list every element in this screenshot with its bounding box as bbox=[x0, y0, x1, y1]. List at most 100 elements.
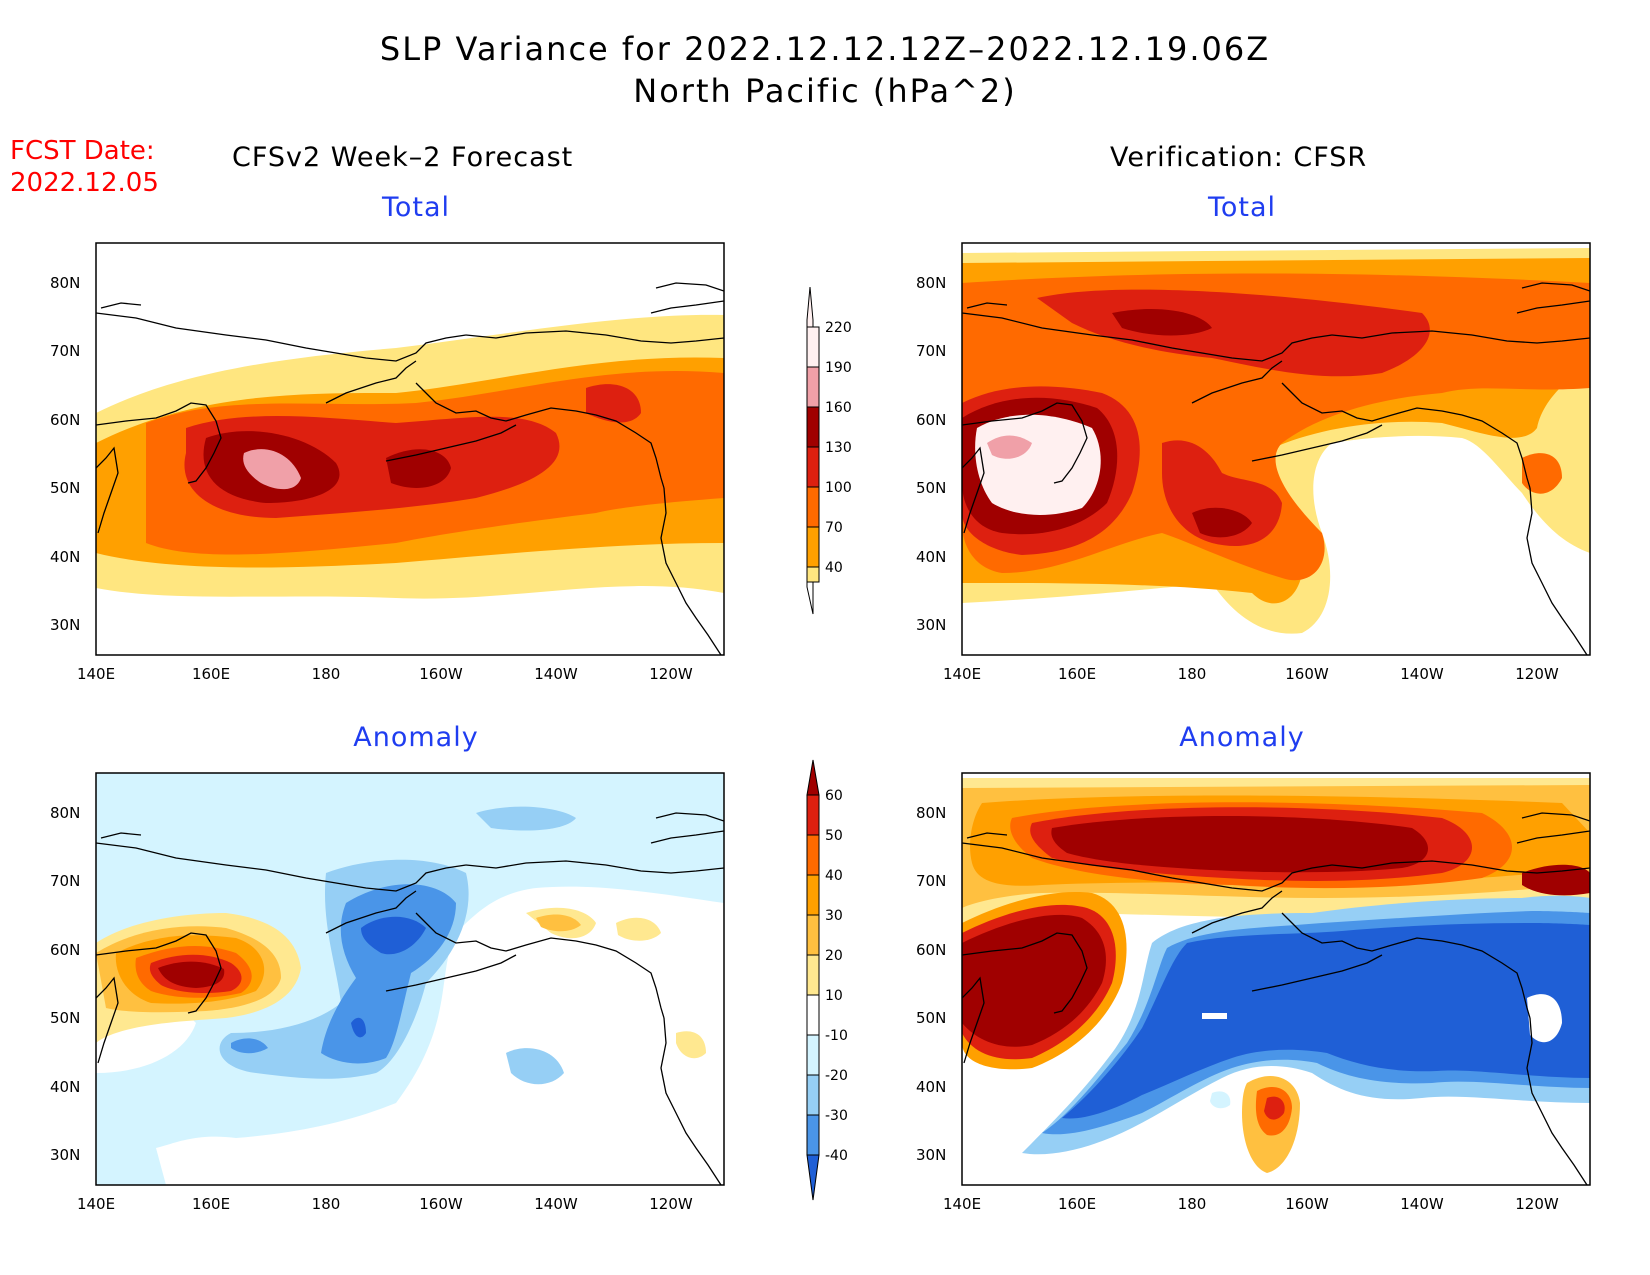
total-colorbar-label: 160 bbox=[825, 400, 852, 416]
lon-label: 140W bbox=[1400, 665, 1444, 683]
forecast-column-title: CFSv2 Week–2 Forecast bbox=[232, 142, 574, 173]
anomaly-colorbar-label: 60 bbox=[825, 788, 843, 804]
lat-label: 60N bbox=[50, 941, 80, 959]
bottom-left-panel-label: Anomaly bbox=[353, 722, 479, 753]
lat-label: 80N bbox=[916, 274, 946, 292]
lon-label: 140W bbox=[534, 1195, 578, 1213]
lat-label: 80N bbox=[916, 804, 946, 822]
anomaly-colorbar-labels: 60 50 40 30 20 10 -10 -20 -30 -40 bbox=[825, 788, 848, 1164]
lat-label: 50N bbox=[50, 1009, 80, 1027]
lat-label: 40N bbox=[916, 1078, 946, 1096]
anomaly-swatch bbox=[806, 1074, 820, 1116]
figure-title-line2: North Pacific (hPa^2) bbox=[633, 72, 1017, 110]
lon-label: 140W bbox=[534, 665, 578, 683]
anomaly-colorbar-swatches bbox=[806, 759, 820, 1201]
lat-label: 30N bbox=[916, 616, 946, 634]
lon-label: 140E bbox=[943, 1195, 981, 1213]
lat-label: 40N bbox=[50, 548, 80, 566]
lon-label: 160W bbox=[419, 665, 463, 683]
forecast-anomaly-lon-axis: 140E 160E 180 160W 140W 120W bbox=[77, 1195, 693, 1213]
verification-anomaly-lat-axis: 80N 70N 60N 50N 40N 30N bbox=[916, 804, 946, 1164]
lon-label: 120W bbox=[1515, 1195, 1559, 1213]
anomaly-swatch bbox=[806, 794, 820, 836]
total-swatch-upper bbox=[806, 326, 820, 368]
total-colorbar-label: 220 bbox=[825, 320, 852, 336]
lon-label: 140W bbox=[1400, 1195, 1444, 1213]
lon-label: 120W bbox=[649, 665, 693, 683]
forecast-total-lat-axis: 80N 70N 60N 50N 40N 30N bbox=[50, 274, 80, 634]
verification-total-map: 80N 70N 60N 50N 40N 30N 140E 160E 180 16… bbox=[916, 242, 1591, 683]
anomaly-swatch bbox=[806, 834, 820, 876]
total-swatch bbox=[806, 566, 820, 583]
lon-label: 120W bbox=[1515, 665, 1559, 683]
lon-label: 120W bbox=[649, 1195, 693, 1213]
anomaly-swatch bbox=[806, 874, 820, 916]
anomaly-swatch bbox=[806, 914, 820, 956]
lat-label: 30N bbox=[50, 616, 80, 634]
anomaly-swatch bbox=[806, 954, 820, 996]
lat-label: 30N bbox=[916, 1146, 946, 1164]
anomaly-colorbar-label: 30 bbox=[825, 908, 843, 924]
anomaly-colorbar-label: 40 bbox=[825, 868, 843, 884]
lat-label: 60N bbox=[916, 411, 946, 429]
lat-label: 50N bbox=[916, 1009, 946, 1027]
lon-label: 160W bbox=[1285, 1195, 1329, 1213]
lon-label: 160E bbox=[1058, 665, 1096, 683]
lat-label: 70N bbox=[50, 342, 80, 360]
lon-label: 180 bbox=[312, 1195, 341, 1213]
lon-label: 140E bbox=[77, 665, 115, 683]
forecast-anomaly-map: 80N 70N 60N 50N 40N 30N 140E 160E 180 16… bbox=[50, 772, 725, 1213]
verification-column-title: Verification: CFSR bbox=[1110, 142, 1368, 173]
lon-label: 180 bbox=[1178, 1195, 1207, 1213]
lon-label: 160E bbox=[192, 665, 230, 683]
verification-total-lat-axis: 80N 70N 60N 50N 40N 30N bbox=[916, 274, 946, 634]
lat-label: 70N bbox=[916, 342, 946, 360]
lon-label: 180 bbox=[312, 665, 341, 683]
top-left-panel-label: Total bbox=[381, 192, 451, 223]
lat-label: 30N bbox=[50, 1146, 80, 1164]
top-right-panel-label: Total bbox=[1207, 192, 1277, 223]
total-colorbar-label: 130 bbox=[825, 440, 852, 456]
lat-label: 80N bbox=[50, 804, 80, 822]
figure-title-line1: SLP Variance for 2022.12.12.12Z–2022.12.… bbox=[379, 30, 1271, 68]
fcst-date-line1: FCST Date: bbox=[10, 136, 155, 166]
total-swatch bbox=[806, 486, 820, 528]
anomaly-lower-arrow bbox=[806, 1154, 820, 1201]
verification-total-lon-axis: 140E 160E 180 160W 140W 120W bbox=[943, 665, 1559, 683]
total-colorbar-swatches bbox=[806, 286, 820, 615]
total-swatch bbox=[806, 526, 820, 568]
forecast-total-map: 80N 70N 60N 50N 40N 30N 140E 160E 180 16… bbox=[50, 242, 725, 683]
total-colorbar-label: 40 bbox=[825, 560, 843, 576]
total-swatch bbox=[806, 366, 820, 408]
bottom-right-panel-label: Anomaly bbox=[1179, 722, 1305, 753]
lat-label: 80N bbox=[50, 274, 80, 292]
total-swatch bbox=[806, 406, 820, 448]
total-colorbar-label: 190 bbox=[825, 360, 852, 376]
lat-label: 70N bbox=[916, 872, 946, 890]
lon-label: 180 bbox=[1178, 665, 1207, 683]
anomaly-colorbar-label: 20 bbox=[825, 948, 843, 964]
anomaly-colorbar-label: -40 bbox=[825, 1148, 848, 1164]
lat-label: 50N bbox=[50, 479, 80, 497]
anomaly-colorbar-label: 10 bbox=[825, 988, 843, 1004]
lon-label: 160W bbox=[1285, 665, 1329, 683]
lon-label: 160W bbox=[419, 1195, 463, 1213]
total-swatch bbox=[806, 446, 820, 488]
lat-label: 60N bbox=[50, 411, 80, 429]
anomaly-colorbar: 60 50 40 30 20 10 -10 -20 -30 -40 bbox=[806, 759, 848, 1201]
lat-label: 40N bbox=[916, 548, 946, 566]
lon-label: 140E bbox=[77, 1195, 115, 1213]
lat-label: 40N bbox=[50, 1078, 80, 1096]
lat-label: 50N bbox=[916, 479, 946, 497]
anomaly-swatch bbox=[806, 1034, 820, 1076]
total-colorbar-label: 70 bbox=[825, 520, 843, 536]
lon-label: 160E bbox=[1058, 1195, 1096, 1213]
anomaly-colorbar-label: -30 bbox=[825, 1108, 848, 1124]
anomaly-colorbar-label: -20 bbox=[825, 1068, 848, 1084]
anomaly-swatch bbox=[806, 994, 820, 1036]
fcst-date-label: FCST Date: 2022.12.05 bbox=[10, 135, 159, 199]
verification-anomaly-map: 80N 70N 60N 50N 40N 30N 140E 160E 180 16… bbox=[916, 772, 1591, 1213]
forecast-anomaly-lat-axis: 80N 70N 60N 50N 40N 30N bbox=[50, 804, 80, 1164]
lat-label: 60N bbox=[916, 941, 946, 959]
forecast-total-lon-axis: 140E 160E 180 160W 140W 120W bbox=[77, 665, 693, 683]
